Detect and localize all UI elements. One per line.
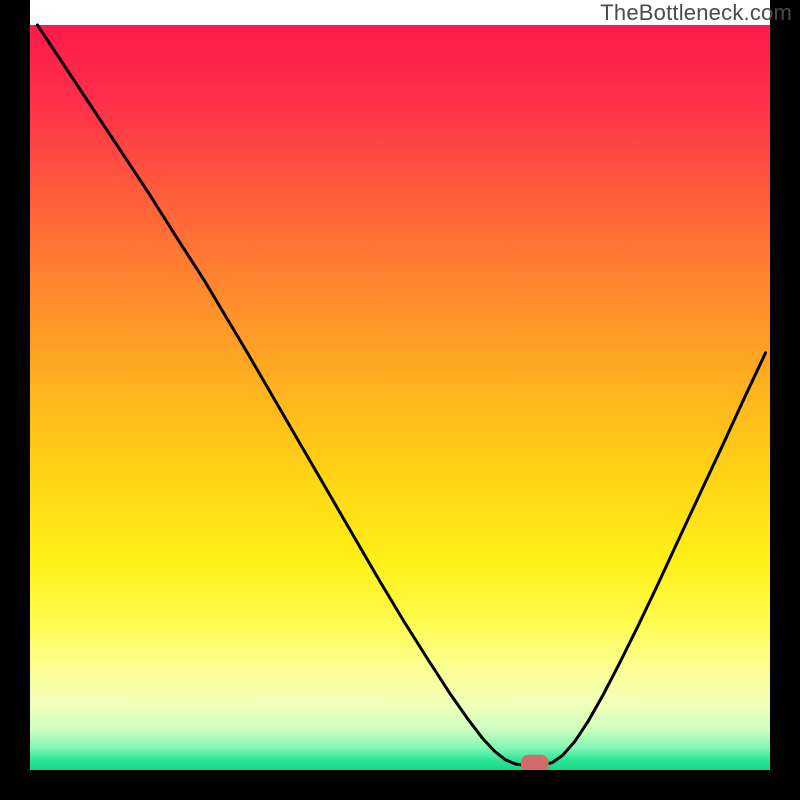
frame-bottom bbox=[0, 770, 800, 800]
bottleneck-chart: TheBottleneck.com bbox=[0, 0, 800, 800]
chart-svg bbox=[0, 0, 800, 800]
min-marker bbox=[521, 755, 549, 772]
frame-right bbox=[770, 0, 800, 800]
frame-left bbox=[0, 0, 30, 800]
plot-background bbox=[30, 25, 770, 770]
